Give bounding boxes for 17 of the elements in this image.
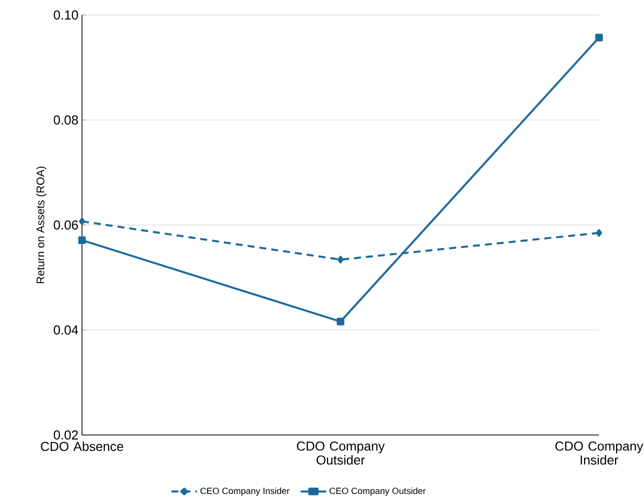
- y-tick-label: 0.02: [54, 430, 78, 440]
- point: [595, 34, 603, 42]
- point: [337, 256, 344, 264]
- legend-label: CEO Company Insider: [200, 487, 290, 496]
- y-tick-label: 0.08: [54, 115, 78, 125]
- point: [78, 236, 86, 244]
- point: [336, 318, 344, 326]
- y-tick-label: 0.04: [54, 325, 78, 335]
- point: [78, 218, 86, 226]
- x-tick-label: CDO Absence: [40, 442, 124, 452]
- point: [596, 229, 602, 237]
- x-tick-label: CDO Company Outsider: [296, 442, 385, 465]
- y-tick-label: 0.10: [54, 10, 78, 20]
- y-axis-title: Return on Assets (ROA): [36, 166, 46, 284]
- legend-label: CEO Company Outsider: [330, 487, 426, 496]
- y-tick-label: 0.06: [54, 220, 78, 230]
- x-tick-label: CDO Company Insider: [555, 442, 644, 465]
